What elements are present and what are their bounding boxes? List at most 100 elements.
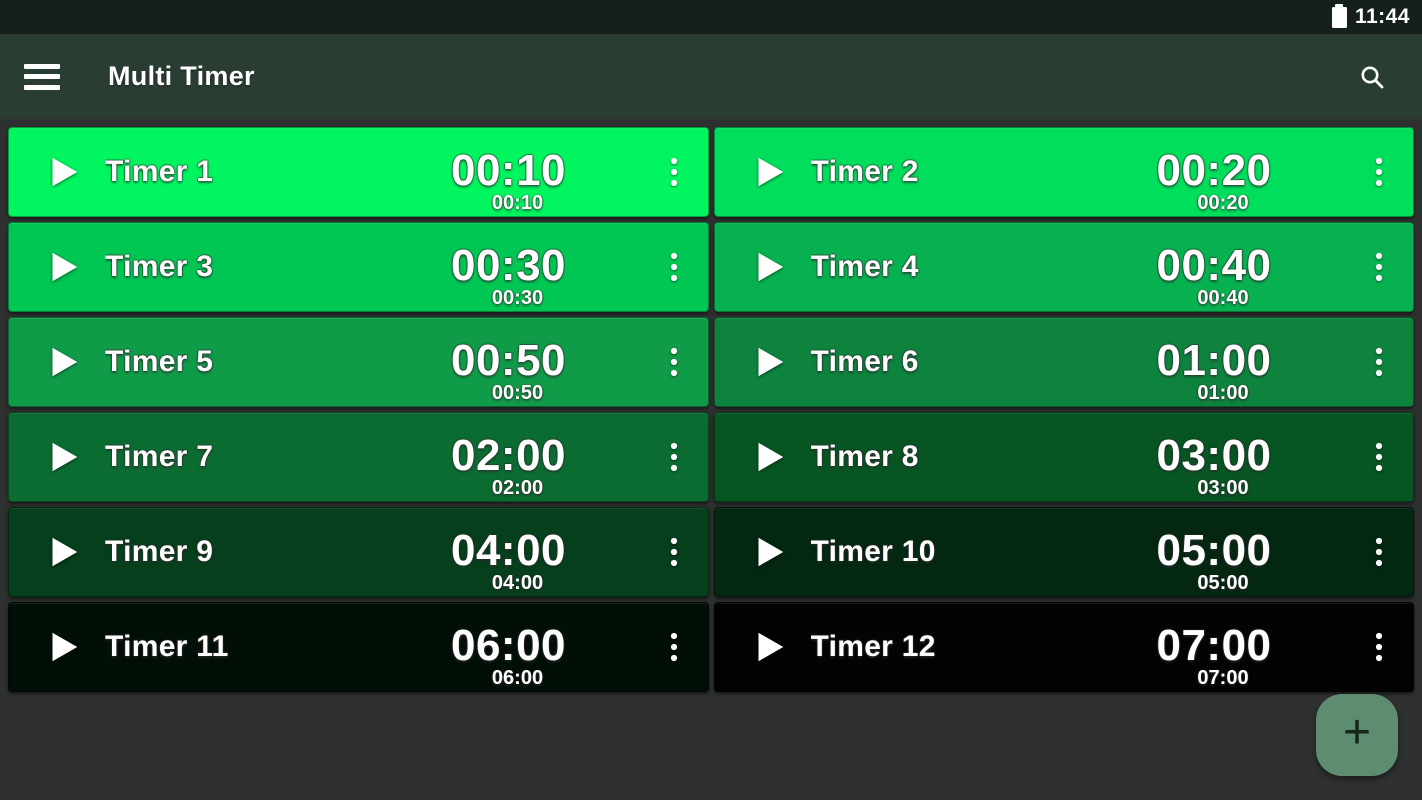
timer-name: Timer 8 <box>810 440 919 473</box>
play-icon[interactable] <box>751 533 787 571</box>
kebab-menu-icon <box>670 632 677 662</box>
overflow-menu-button[interactable] <box>1329 344 1391 380</box>
play-icon[interactable] <box>45 153 81 191</box>
timer-remaining-time: 00:40 <box>1156 241 1272 290</box>
hamburger-menu-icon[interactable] <box>24 63 60 90</box>
timer-remaining-time: 00:10 <box>450 146 567 195</box>
overflow-menu-button[interactable] <box>1329 629 1391 665</box>
overflow-menu-button[interactable] <box>1329 439 1391 475</box>
timer-name: Timer 4 <box>810 250 919 283</box>
timer-card[interactable]: Timer 5 00:50 00:50 <box>8 317 709 407</box>
timer-name: Timer 5 <box>105 345 214 378</box>
play-icon[interactable] <box>45 628 81 666</box>
timer-time-block: 06:00 06:00 <box>394 621 624 690</box>
play-icon[interactable] <box>751 343 787 381</box>
timer-card[interactable]: Timer 8 03:00 03:00 <box>713 412 1414 502</box>
add-timer-button[interactable]: + <box>1316 694 1398 776</box>
play-icon[interactable] <box>751 628 787 666</box>
play-icon[interactable] <box>45 533 81 571</box>
timer-total-duration: 00:50 <box>491 382 544 404</box>
timer-card[interactable]: Timer 2 00:20 00:20 <box>713 127 1414 217</box>
search-button[interactable] <box>1350 55 1394 99</box>
kebab-menu-icon <box>670 442 677 472</box>
timer-card[interactable]: Timer 3 00:30 00:30 <box>8 222 709 312</box>
timer-remaining-time: 07:00 <box>1156 621 1272 670</box>
plus-icon: + <box>1342 706 1372 759</box>
timer-remaining-time: 06:00 <box>450 621 567 670</box>
overflow-menu-button[interactable] <box>1329 249 1391 285</box>
timer-name: Timer 9 <box>105 535 214 568</box>
timer-total-duration: 03:00 <box>1197 477 1249 499</box>
kebab-menu-icon <box>1375 632 1383 662</box>
timer-time-block: 05:00 05:00 <box>1099 526 1329 595</box>
timer-name: Timer 2 <box>810 155 919 188</box>
kebab-menu-icon <box>1375 442 1383 472</box>
timer-total-duration: 04:00 <box>491 572 544 594</box>
timer-card[interactable]: Timer 12 07:00 07:00 <box>713 602 1414 692</box>
timer-total-duration: 05:00 <box>1197 572 1249 594</box>
kebab-menu-icon <box>670 347 677 377</box>
timer-grid: Timer 1 00:10 00:10 Timer 2 00:20 00:20 <box>0 119 1422 692</box>
timer-time-block: 00:10 00:10 <box>394 146 624 215</box>
timer-total-duration: 06:00 <box>491 667 544 689</box>
play-icon[interactable] <box>45 438 81 476</box>
timer-remaining-time: 03:00 <box>1156 431 1272 480</box>
play-icon[interactable] <box>45 248 81 286</box>
kebab-menu-icon <box>1375 347 1383 377</box>
overflow-menu-button[interactable] <box>624 629 686 665</box>
timer-time-block: 00:50 00:50 <box>394 336 624 405</box>
timer-remaining-time: 04:00 <box>450 526 567 575</box>
timer-name: Timer 11 <box>105 630 229 663</box>
play-icon[interactable] <box>751 153 787 191</box>
overflow-menu-button[interactable] <box>1329 534 1391 570</box>
timer-time-block: 00:30 00:30 <box>394 241 624 310</box>
timer-name: Timer 12 <box>810 630 936 663</box>
timer-card[interactable]: Timer 1 00:10 00:10 <box>8 127 709 217</box>
play-icon[interactable] <box>751 438 787 476</box>
timer-total-duration: 00:10 <box>491 192 544 214</box>
kebab-menu-icon <box>670 157 677 187</box>
overflow-menu-button[interactable] <box>624 154 686 190</box>
kebab-menu-icon <box>670 252 677 282</box>
play-icon[interactable] <box>45 343 81 381</box>
timer-card[interactable]: Timer 7 02:00 02:00 <box>8 412 709 502</box>
kebab-menu-icon <box>1375 537 1383 567</box>
overflow-menu-button[interactable] <box>624 439 686 475</box>
timer-time-block: 00:40 00:40 <box>1099 241 1329 310</box>
timer-time-block: 04:00 04:00 <box>394 526 624 595</box>
overflow-menu-button[interactable] <box>624 344 686 380</box>
timer-total-duration: 00:30 <box>491 287 544 309</box>
timer-remaining-time: 02:00 <box>450 431 567 480</box>
timer-remaining-time: 05:00 <box>1156 526 1272 575</box>
play-icon[interactable] <box>751 248 787 286</box>
timer-card[interactable]: Timer 6 01:00 01:00 <box>713 317 1414 407</box>
timer-name: Timer 3 <box>105 250 214 283</box>
overflow-menu-button[interactable] <box>624 249 686 285</box>
timer-card[interactable]: Timer 11 06:00 06:00 <box>8 602 709 692</box>
timer-time-block: 07:00 07:00 <box>1099 621 1329 690</box>
search-icon <box>1361 66 1384 88</box>
page-title: Multi Timer <box>108 61 255 91</box>
timer-remaining-time: 00:50 <box>450 336 567 385</box>
app-bar: Multi Timer <box>0 34 1422 119</box>
overflow-menu-button[interactable] <box>624 534 686 570</box>
timer-time-block: 03:00 03:00 <box>1099 431 1329 500</box>
timer-name: Timer 7 <box>105 440 214 473</box>
timer-total-duration: 02:00 <box>491 477 544 499</box>
status-clock: 11:44 <box>1354 5 1410 28</box>
timer-total-duration: 01:00 <box>1197 382 1249 404</box>
status-bar: 11:44 <box>0 0 1422 34</box>
kebab-menu-icon <box>1375 252 1383 282</box>
timer-card[interactable]: Timer 9 04:00 04:00 <box>8 507 709 597</box>
timer-card[interactable]: Timer 10 05:00 05:00 <box>713 507 1414 597</box>
timer-card[interactable]: Timer 4 00:40 00:40 <box>713 222 1414 312</box>
kebab-menu-icon <box>670 537 677 567</box>
timer-total-duration: 07:00 <box>1197 667 1249 689</box>
kebab-menu-icon <box>1375 157 1383 187</box>
timer-remaining-time: 00:20 <box>1156 146 1272 195</box>
battery-full-icon <box>1331 4 1347 28</box>
timer-time-block: 00:20 00:20 <box>1099 146 1329 215</box>
timer-time-block: 02:00 02:00 <box>394 431 624 500</box>
timer-remaining-time: 00:30 <box>450 241 567 290</box>
overflow-menu-button[interactable] <box>1329 154 1391 190</box>
